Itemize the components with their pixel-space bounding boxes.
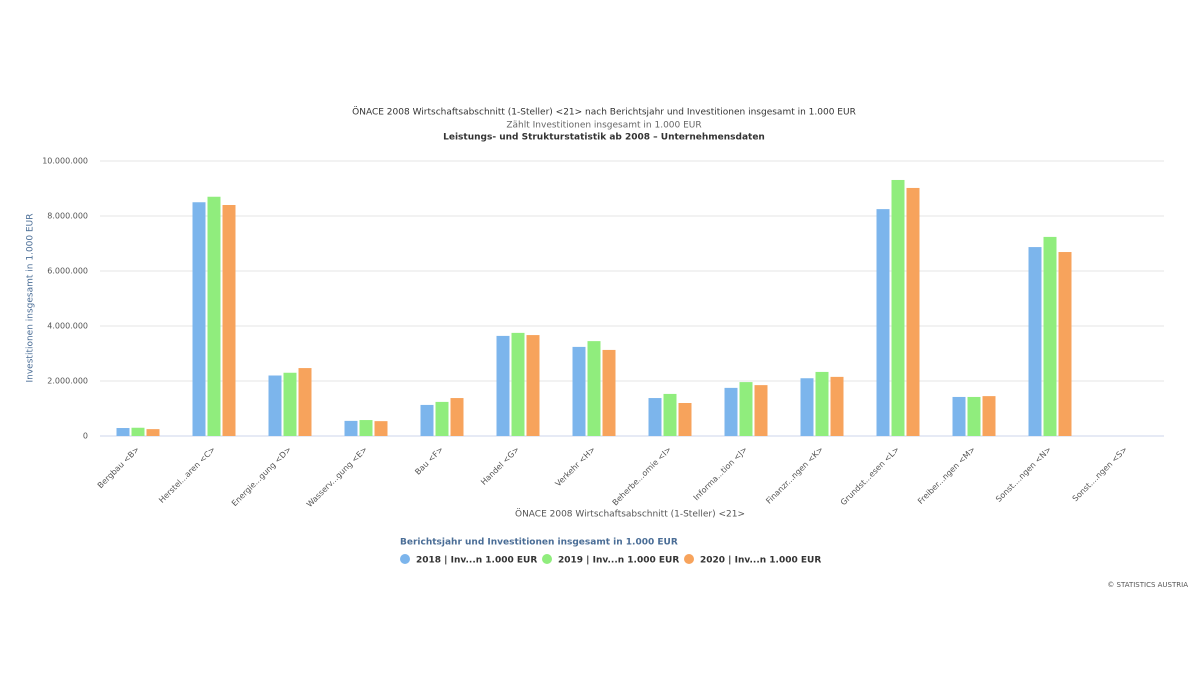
bar bbox=[435, 401, 449, 436]
bar bbox=[754, 385, 768, 436]
x-tick-label: Sonst....ngen <N> bbox=[994, 445, 1053, 504]
y-tick-label: 4.000.000 bbox=[47, 322, 88, 331]
bar bbox=[587, 341, 601, 436]
bar bbox=[526, 335, 540, 436]
x-tick-label: Freiber...ngen <M> bbox=[916, 445, 977, 506]
legend-label[interactable]: 2020 | Inv...n 1.000 EUR bbox=[700, 556, 821, 566]
x-tick-label: Verkehr <H> bbox=[554, 445, 598, 489]
bar bbox=[450, 398, 464, 436]
y-tick-label: 10.000.000 bbox=[42, 157, 88, 166]
bar bbox=[952, 396, 966, 436]
x-tick-label: Sonst....ngen <S> bbox=[1071, 445, 1129, 503]
x-tick-label: Handel <G> bbox=[479, 445, 521, 487]
bar bbox=[906, 187, 920, 436]
bar bbox=[1028, 247, 1042, 436]
bar bbox=[572, 346, 586, 436]
bar bbox=[283, 372, 297, 436]
bar bbox=[982, 396, 996, 436]
y-tick-label: 6.000.000 bbox=[47, 267, 88, 276]
bar bbox=[359, 420, 373, 436]
bar bbox=[374, 421, 388, 436]
bar bbox=[800, 378, 814, 436]
chart-title: ÖNACE 2008 Wirtschaftsabschnitt (1-Stell… bbox=[352, 107, 856, 118]
bar bbox=[344, 420, 358, 436]
legend-marker[interactable] bbox=[684, 554, 694, 564]
x-axis-title: ÖNACE 2008 Wirtschaftsabschnitt (1-Stell… bbox=[515, 509, 745, 520]
x-tick-label: Bau <F> bbox=[413, 445, 445, 477]
bar bbox=[420, 404, 434, 436]
bar bbox=[298, 368, 312, 436]
legend-label[interactable]: 2018 | Inv...n 1.000 EUR bbox=[416, 556, 537, 566]
bar bbox=[207, 196, 221, 436]
bar bbox=[648, 398, 662, 436]
chart-subtitle: Zählt Investitionen insgesamt in 1.000 E… bbox=[506, 121, 701, 131]
chart-caption: Leistungs- und Strukturstatistik ab 2008… bbox=[443, 133, 765, 143]
bar bbox=[830, 376, 844, 436]
legend-marker[interactable] bbox=[400, 554, 410, 564]
bar bbox=[511, 332, 525, 436]
bar bbox=[602, 349, 616, 436]
bar bbox=[678, 403, 692, 436]
bar bbox=[146, 429, 160, 436]
x-tick-label: Energie...gung <D> bbox=[230, 445, 293, 508]
x-tick-label: Grundst...esen <L> bbox=[839, 445, 901, 507]
bar bbox=[876, 209, 890, 436]
y-tick-label: 0 bbox=[83, 432, 88, 441]
x-tick-label: Herstel...aren <C> bbox=[157, 445, 217, 505]
x-tick-label: Bergbau <B> bbox=[96, 445, 141, 490]
credit: © STATISTICS AUSTRIA bbox=[1107, 581, 1188, 589]
y-axis-title: Investitionen insgesamt in 1.000 EUR bbox=[26, 213, 36, 382]
bar bbox=[663, 393, 677, 436]
x-tick-label: Finanzr...ngen <K> bbox=[764, 445, 825, 506]
x-tick-label: Informa...tion <J> bbox=[692, 445, 749, 502]
legend-title: Berichtsjahr und Investitionen insgesamt… bbox=[400, 538, 678, 548]
x-tick-label: Wasserv...gung <E> bbox=[305, 445, 369, 509]
bar bbox=[967, 396, 981, 436]
bar bbox=[724, 387, 738, 436]
legend-marker[interactable] bbox=[542, 554, 552, 564]
y-tick-label: 2.000.000 bbox=[47, 377, 88, 386]
bar bbox=[268, 375, 282, 436]
bar bbox=[131, 427, 145, 436]
bar bbox=[1043, 236, 1057, 436]
bar bbox=[222, 205, 236, 436]
bar bbox=[815, 371, 829, 436]
legend-label[interactable]: 2019 | Inv...n 1.000 EUR bbox=[558, 556, 679, 566]
bar bbox=[891, 179, 905, 436]
bar bbox=[1058, 252, 1072, 436]
y-tick-label: 8.000.000 bbox=[47, 212, 88, 221]
bar bbox=[496, 335, 510, 436]
bar bbox=[739, 382, 753, 436]
bar bbox=[192, 202, 206, 436]
bar bbox=[116, 428, 130, 436]
x-tick-label: Beherbe...omie <I> bbox=[611, 445, 674, 508]
